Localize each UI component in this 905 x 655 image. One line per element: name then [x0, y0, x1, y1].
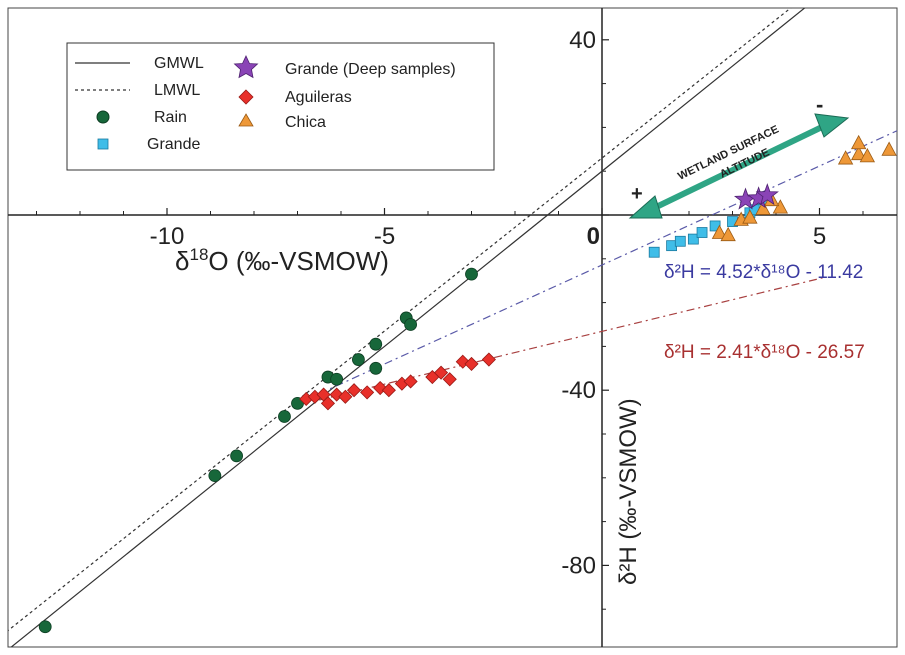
rain-point: [278, 410, 291, 423]
y-tick-label: 40: [569, 27, 596, 54]
aguileras-point: [481, 352, 496, 367]
lmwl-line: [8, 8, 792, 632]
chica-point: [772, 199, 789, 214]
plus-sign: +: [631, 183, 643, 205]
aguileras-point: [360, 385, 375, 400]
aguileras-point: [403, 374, 418, 389]
grande-equation: δ²H = 4.52*δ¹⁸O - 11.42: [664, 262, 863, 283]
rain-point: [351, 353, 365, 366]
rain-point: [208, 469, 222, 483]
aguileras-point: [464, 356, 479, 371]
aguileras-point: [320, 396, 336, 411]
y-tick-label: -40: [561, 377, 596, 404]
chica-point: [881, 141, 897, 156]
legend-lmwl: LMWL: [154, 82, 200, 99]
legend-aguileras-marker: [238, 89, 254, 105]
chica-point: [755, 200, 771, 215]
legend-rain: Rain: [154, 109, 187, 126]
x-tick-label: -10: [150, 223, 185, 250]
legend-deep: Grande (Deep samples): [285, 61, 456, 78]
legend-box: [66, 42, 495, 171]
x-ticks: -10 -5 0 5: [36, 208, 864, 250]
grande-deep-samples-point: [755, 183, 779, 206]
aguileras-point: [381, 383, 396, 398]
plot-frame: [7, 7, 898, 648]
legend-deep-marker: [233, 55, 259, 79]
chica-point: [837, 150, 854, 165]
chica-point: [859, 148, 876, 163]
aguileras-point: [346, 383, 362, 398]
rain-point: [465, 267, 478, 281]
chica-point: [720, 226, 736, 242]
grande-point: [674, 235, 686, 247]
legend-chica-marker: [238, 113, 254, 127]
rain-point: [369, 337, 383, 351]
y-tick-label: -80: [561, 552, 596, 579]
rain-point: [369, 361, 383, 375]
y-axis-label: δ²H (‰-VSMOW): [615, 398, 642, 585]
minus-sign: -: [816, 92, 823, 117]
rain-point: [38, 620, 52, 634]
data-markers: [38, 134, 897, 634]
x-tick-label: 0: [587, 223, 600, 250]
x-tick-label: -5: [374, 223, 395, 250]
grande-point: [687, 233, 699, 245]
legend-aguileras: Aguileras: [285, 89, 352, 106]
chica-point: [711, 224, 728, 239]
aguileras-fit-line: [319, 276, 824, 401]
x-axis-label: δ18O (‰-VSMOW): [175, 245, 389, 276]
legend-grande-marker: [97, 138, 109, 150]
rain-point: [291, 396, 304, 410]
wetland-arrow: [628, 113, 850, 219]
y-ticks: 40 -40 -80: [561, 27, 609, 610]
chica-point: [850, 134, 867, 150]
legend-gmwl: GMWL: [154, 55, 204, 72]
legend-rain-marker: [96, 110, 110, 124]
aguileras-point: [338, 389, 353, 404]
aguileras-point: [433, 365, 449, 380]
aguileras-equation: δ²H = 2.41*δ¹⁸O - 26.57: [664, 342, 865, 363]
chica-point: [850, 145, 867, 161]
grande-point: [696, 227, 708, 238]
rain-point: [330, 372, 344, 386]
legend: GMWL LMWL Rain Grande Grande (Deep sampl…: [66, 42, 495, 171]
legend-grande: Grande: [147, 136, 200, 153]
x-tick-label: 5: [813, 223, 826, 250]
rain-point: [404, 318, 418, 331]
chica-point: [742, 209, 758, 224]
grande-point: [648, 246, 660, 258]
aguileras-point: [442, 372, 457, 387]
legend-chica: Chica: [285, 114, 326, 131]
rain-point: [230, 449, 244, 463]
